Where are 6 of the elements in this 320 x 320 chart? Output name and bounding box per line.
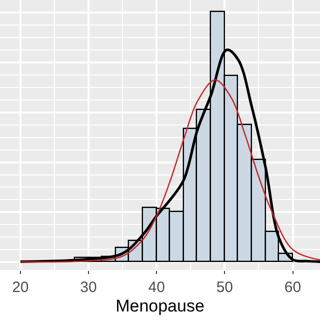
x-tick-label: 20	[12, 279, 29, 296]
x-tick-label: 30	[80, 279, 97, 296]
x-axis-title: Menopause	[116, 296, 204, 316]
x-tick-label: 40	[148, 279, 165, 296]
x-tick-label: 60	[284, 279, 302, 296]
x-tick-label: 50	[216, 279, 234, 296]
